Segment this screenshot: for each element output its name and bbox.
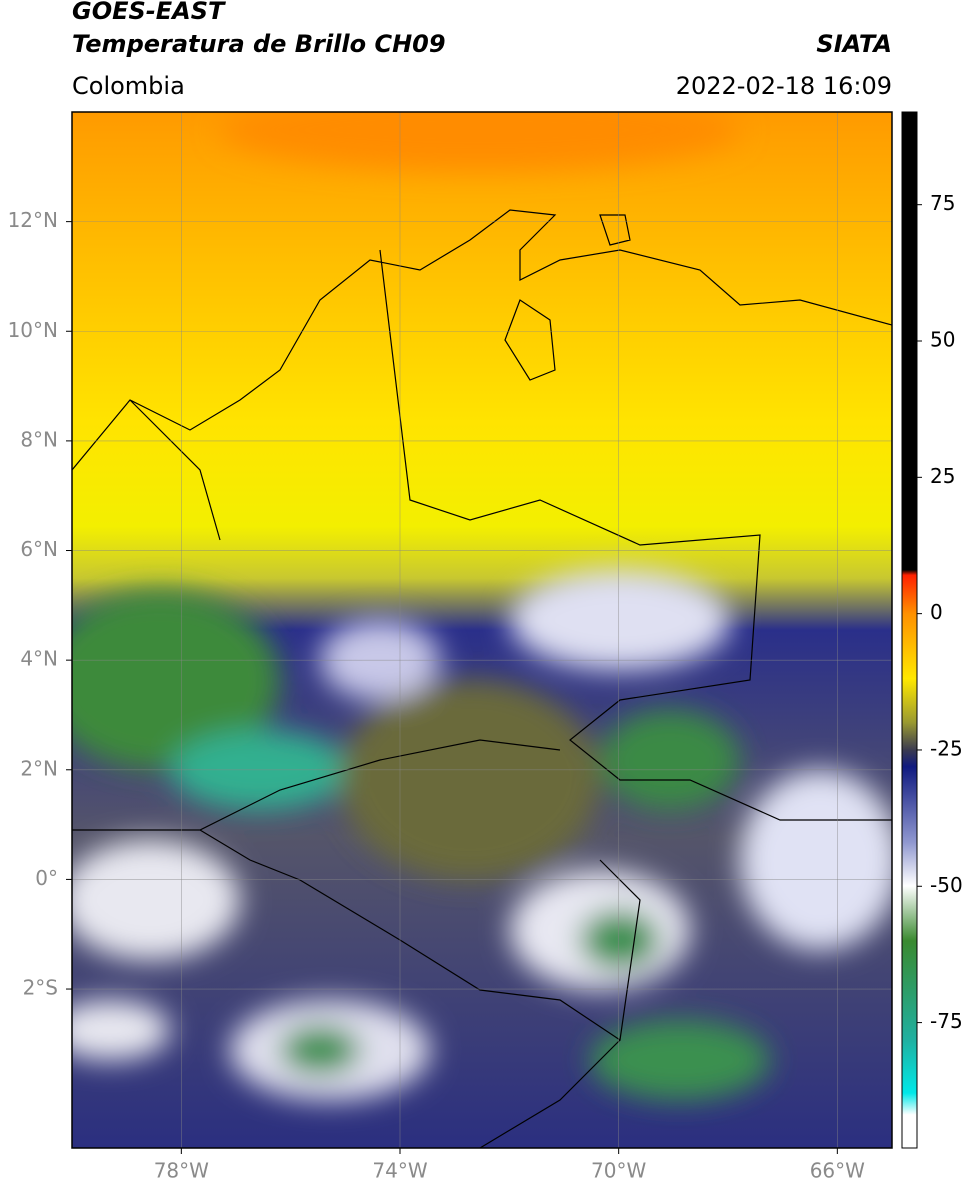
colorbar-tick-label: 75 bbox=[930, 191, 955, 215]
colorbar bbox=[901, 111, 918, 1149]
colorbar-tick-label: -75 bbox=[930, 1009, 963, 1033]
title: GOES-EAST bbox=[72, 0, 226, 25]
x-tick-label: 78°W bbox=[154, 1159, 209, 1183]
subtitle: Temperatura de Brillo CH09 bbox=[72, 30, 446, 58]
x-tick-label: 70°W bbox=[591, 1159, 646, 1183]
y-tick-label: 2°N bbox=[20, 756, 58, 780]
satellite-image bbox=[72, 112, 892, 1148]
y-tick-label: 8°N bbox=[20, 427, 58, 451]
x-tick-label: 74°W bbox=[372, 1159, 427, 1183]
datetime: 2022-02-18 16:09 bbox=[676, 72, 892, 100]
colorbar-tick-label: 50 bbox=[930, 328, 955, 352]
colorbar-tick-label: -25 bbox=[930, 736, 963, 760]
y-tick-label: 0° bbox=[35, 866, 58, 890]
source: SIATA bbox=[816, 30, 892, 58]
map-frame bbox=[71, 111, 893, 1149]
y-tick-label: 2°S bbox=[23, 976, 58, 1000]
y-tick-label: 4°N bbox=[20, 647, 58, 671]
colorbar-tick-label: -50 bbox=[930, 873, 963, 897]
y-tick-label: 10°N bbox=[8, 318, 58, 342]
y-tick-label: 12°N bbox=[8, 208, 58, 232]
y-tick-label: 6°N bbox=[20, 537, 58, 561]
colorbar-tick-label: 0 bbox=[930, 600, 943, 624]
x-tick-label: 66°W bbox=[810, 1159, 865, 1183]
borders bbox=[72, 209, 892, 1148]
region: Colombia bbox=[72, 72, 185, 100]
colorbar-tick-label: 25 bbox=[930, 464, 955, 488]
